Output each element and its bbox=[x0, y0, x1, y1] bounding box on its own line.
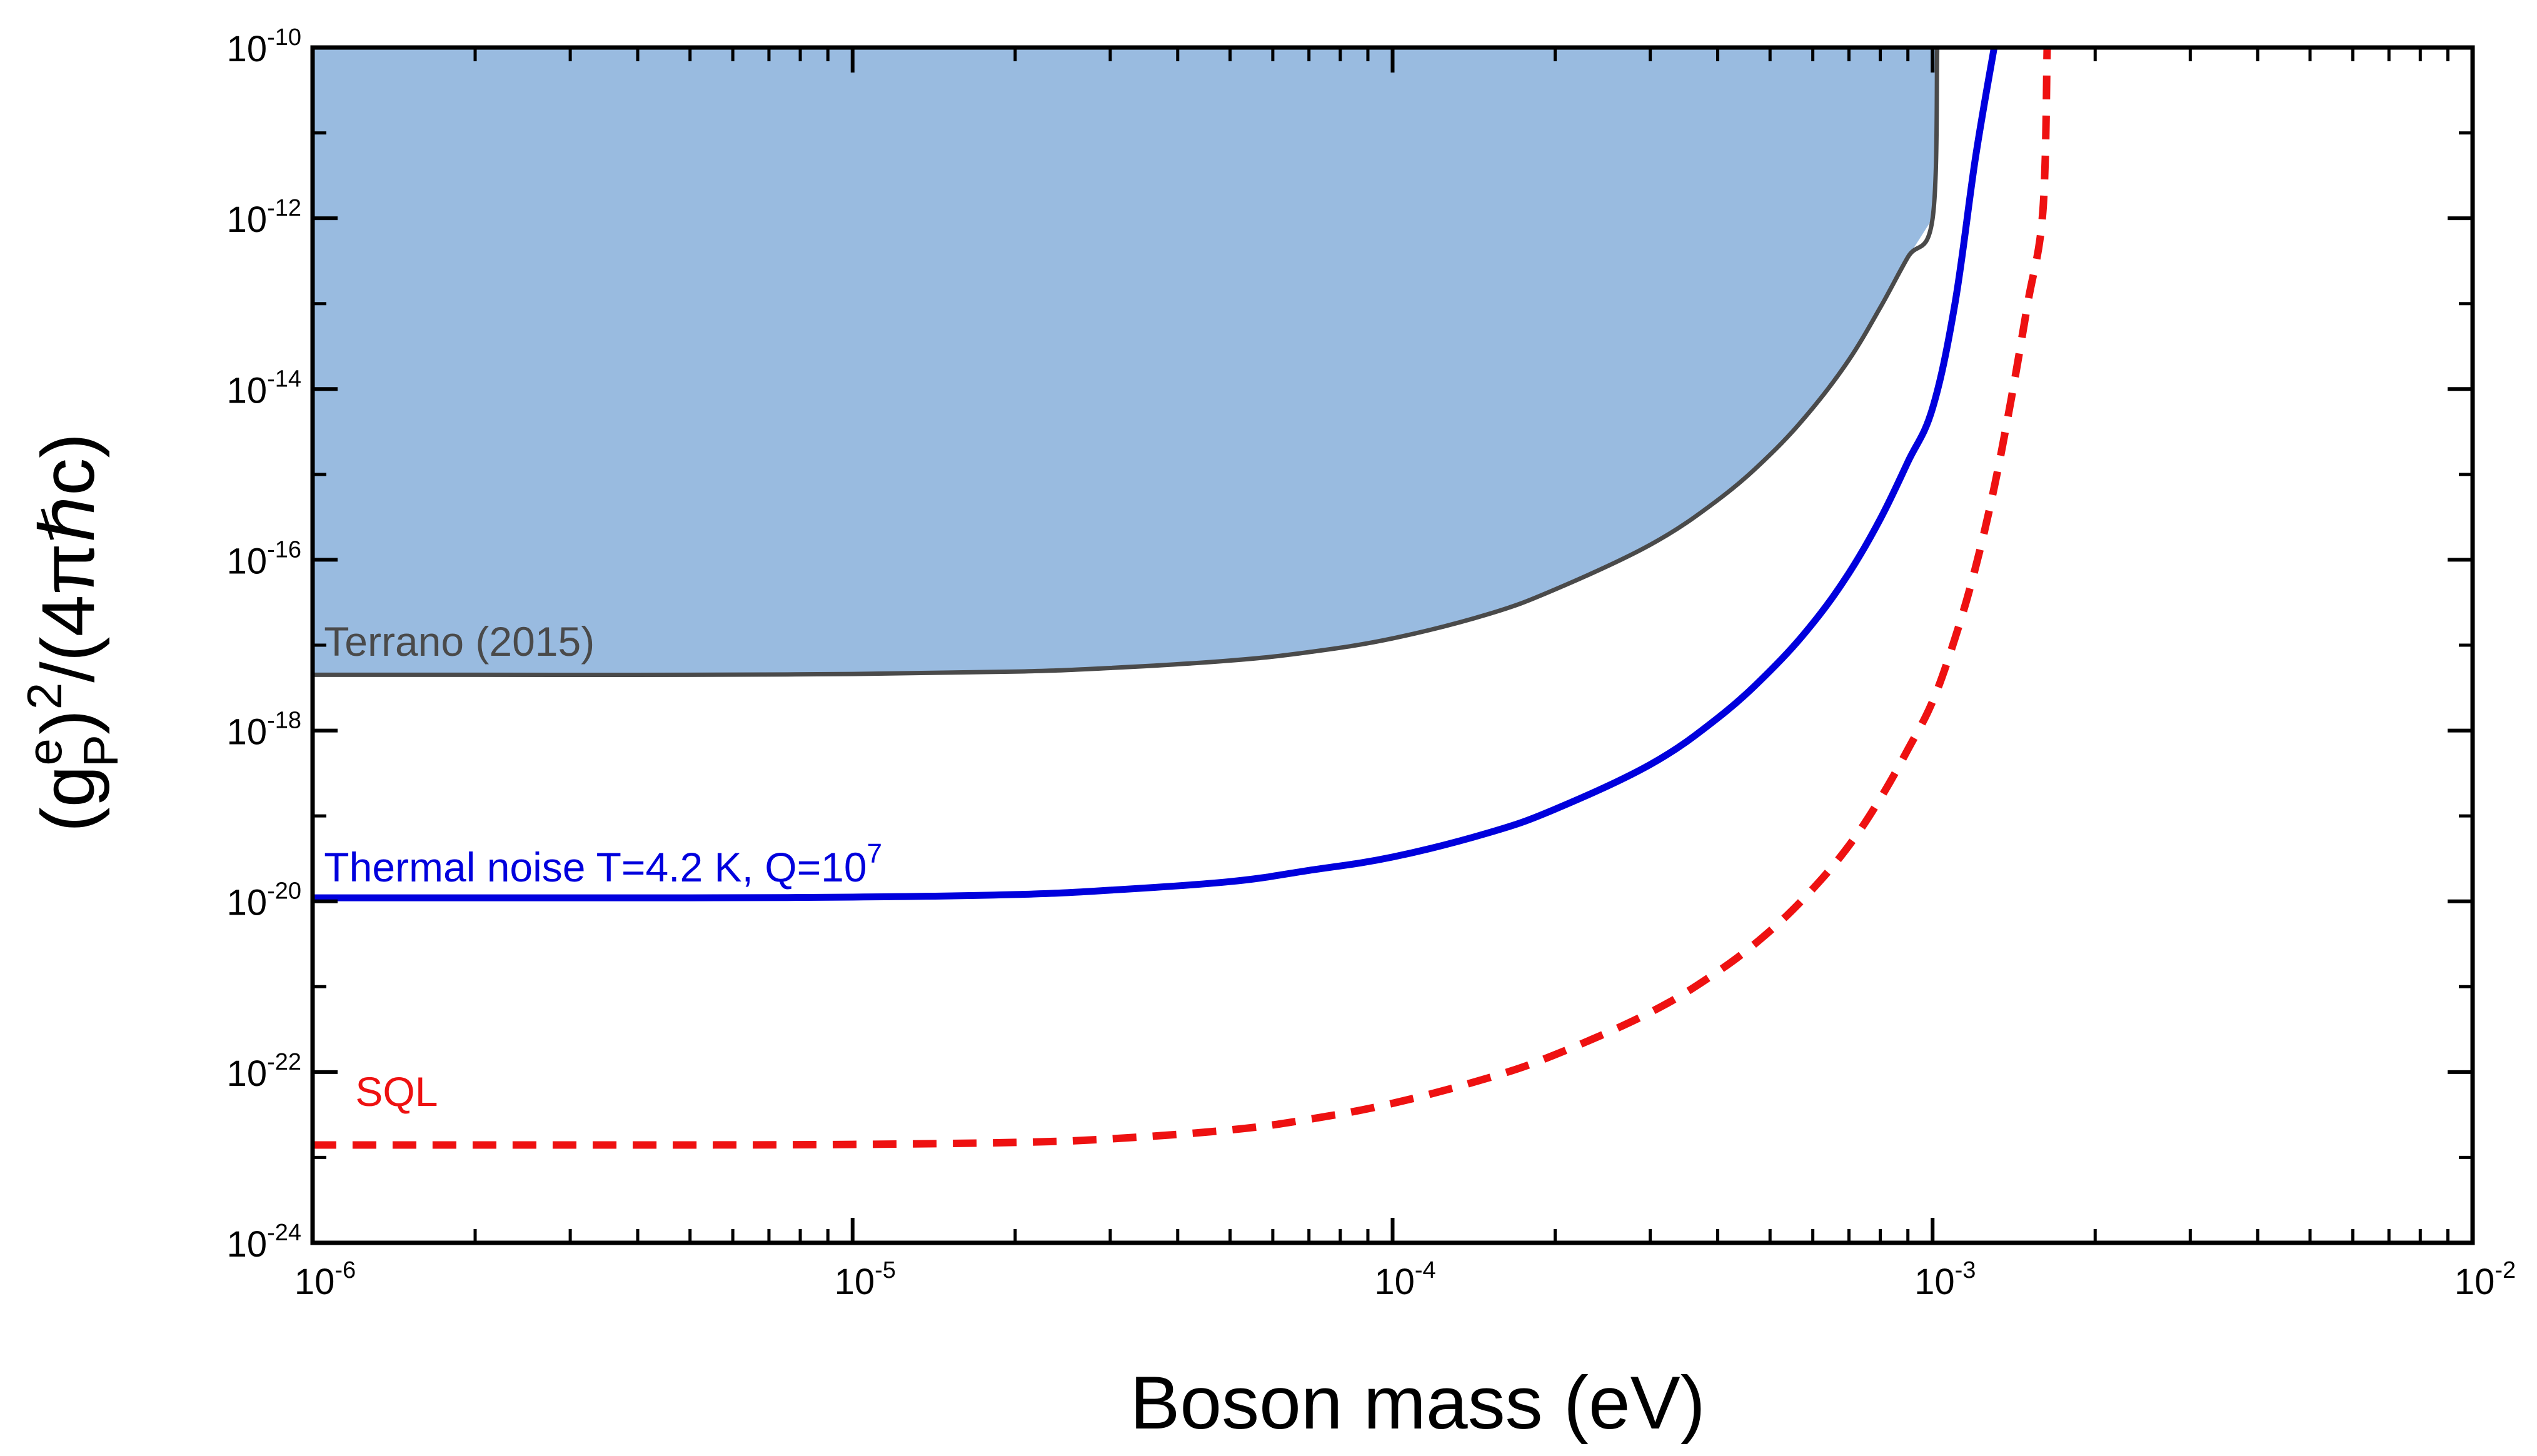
tick-labels: 10-6 10-5 10-4 10-3 10-2 10-24 10-22 10-20 10-18… bbox=[227, 24, 2516, 1302]
y-tick-label: 10-12 bbox=[227, 195, 301, 240]
plot-frame bbox=[310, 45, 2475, 1245]
series-line-thermal-noise-t-4-2-k-q-10 bbox=[312, 47, 1998, 901]
series-lines bbox=[312, 47, 2051, 1149]
x-tick-label: 10-4 bbox=[1374, 1257, 1435, 1302]
x-axis-title: Boson mass (eV) bbox=[1130, 1361, 1705, 1445]
y-tick-label: 10-20 bbox=[227, 878, 301, 923]
annotation-thermal-noise-t-4-2-k-q-10: Thermal noise T=4.2 K, Q=107 bbox=[324, 838, 882, 890]
y-title-tail: /(4πℏc) bbox=[26, 433, 110, 683]
y-title-sub: P bbox=[73, 735, 128, 767]
y-tick-label: 10-10 bbox=[227, 24, 301, 69]
series-line-sql bbox=[313, 47, 2051, 1149]
x-tick-label: 10-5 bbox=[835, 1257, 896, 1302]
y-tick-label: 10-16 bbox=[227, 536, 301, 581]
series-line-terrano-2015 bbox=[313, 47, 1940, 677]
terrano-excluded-area bbox=[313, 48, 1937, 675]
excluded-region-fill bbox=[313, 48, 1937, 675]
series-annotations: Terrano (2015) Thermal noise T=4.2 K, Q=1… bbox=[324, 618, 882, 1115]
x-tick-label: 10-2 bbox=[2454, 1257, 2516, 1302]
y-tick-label: 10-24 bbox=[227, 1220, 301, 1265]
y-title-sup2: 2 bbox=[17, 683, 72, 710]
x-tick-label: 10-3 bbox=[1914, 1257, 1976, 1302]
y-tick-label: 10-14 bbox=[227, 366, 301, 411]
y-tick-label: 10-18 bbox=[227, 708, 301, 753]
annotation-terrano-2015: Terrano (2015) bbox=[324, 618, 595, 665]
y-axis-title: (geP)2/(4πℏc) bbox=[17, 433, 128, 832]
x-tick-label: 10-6 bbox=[294, 1257, 356, 1302]
annotation-sql: SQL bbox=[355, 1068, 438, 1115]
y-title-open: (g bbox=[26, 765, 110, 832]
y-title-sup: e bbox=[17, 738, 72, 765]
y-tick-label: 10-22 bbox=[227, 1049, 301, 1094]
y-title-close: ) bbox=[26, 710, 110, 735]
